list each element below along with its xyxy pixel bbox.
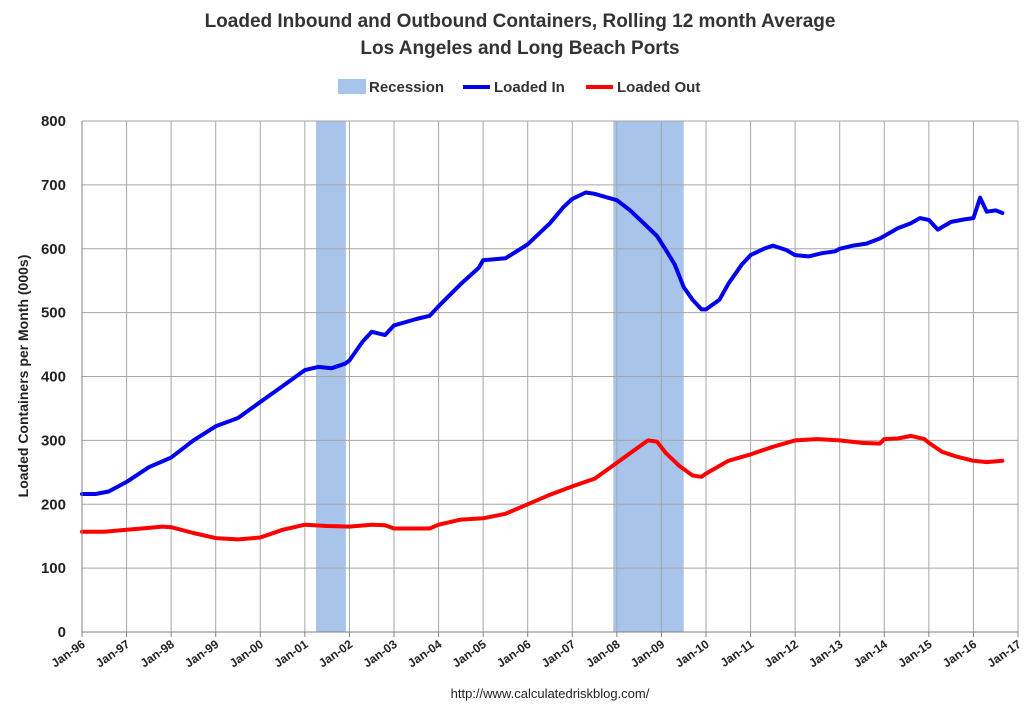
x-tick-label: Jan-07 (539, 637, 578, 670)
y-axis-label: Loaded Containers per Month (000s) (15, 255, 31, 498)
x-tick-label: Jan-01 (271, 637, 310, 670)
chart-subtitle: Los Angeles and Long Beach Ports (360, 38, 679, 59)
series-group (80, 190, 1005, 542)
x-tick-label: Jan-04 (405, 637, 444, 670)
y-tick-label: 800 (41, 113, 66, 130)
source-url: http://www.calculatedriskblog.com/ (451, 686, 650, 701)
x-tick-label: Jan-98 (138, 637, 177, 670)
series-loaded-out (80, 433, 1005, 542)
x-tick-label: Jan-13 (806, 637, 845, 670)
x-tick-label: Jan-10 (673, 637, 712, 670)
x-tick-label: Jan-02 (316, 637, 355, 670)
x-tick-label: Jan-08 (583, 637, 622, 670)
x-tick-label: Jan-16 (940, 637, 979, 670)
x-tick-label: Jan-03 (361, 637, 400, 670)
x-tick-label: Jan-09 (628, 637, 667, 670)
y-tick-label: 100 (41, 560, 66, 577)
y-tick-label: 700 (41, 177, 66, 194)
x-tick-label: Jan-11 (718, 637, 757, 670)
x-tick-label: Jan-00 (227, 637, 266, 670)
x-tick-label: Jan-17 (985, 637, 1024, 670)
series-loaded-in (80, 190, 1005, 496)
x-tick-label: Jan-99 (182, 637, 221, 670)
y-tick-label: 400 (41, 369, 66, 386)
y-tick-label: 0 (58, 624, 66, 641)
legend: Recession Loaded In Loaded Out (338, 79, 700, 96)
x-tick-label: Jan-15 (895, 637, 934, 670)
legend-loaded-in-label: Loaded In (494, 79, 565, 96)
axes (81, 121, 1018, 633)
legend-recession-swatch (338, 79, 366, 94)
legend-loaded-out-label: Loaded Out (617, 79, 700, 96)
x-tick-label: Jan-14 (851, 637, 890, 670)
chart-title: Loaded Inbound and Outbound Containers, … (205, 11, 836, 32)
x-tick-label: Jan-96 (49, 637, 88, 670)
x-tick-label: Jan-97 (93, 637, 132, 670)
x-tick-label: Jan-06 (494, 637, 533, 670)
legend-recession-label: Recession (369, 79, 444, 96)
x-tick-label: Jan-12 (762, 637, 801, 670)
y-tick-label: 200 (41, 496, 66, 513)
y-tick-label: 500 (41, 305, 66, 322)
x-axis-ticks: Jan-96 Jan-97 Jan-98 Jan-99 Jan-00 Jan-01 Jan-… (49, 632, 1024, 670)
y-tick-label: 300 (41, 432, 66, 449)
y-tick-label: 600 (41, 241, 66, 258)
x-tick-label: Jan-05 (450, 637, 489, 670)
y-axis-ticks: 0 100 200 300 400 500 600 700 800 (41, 113, 66, 641)
